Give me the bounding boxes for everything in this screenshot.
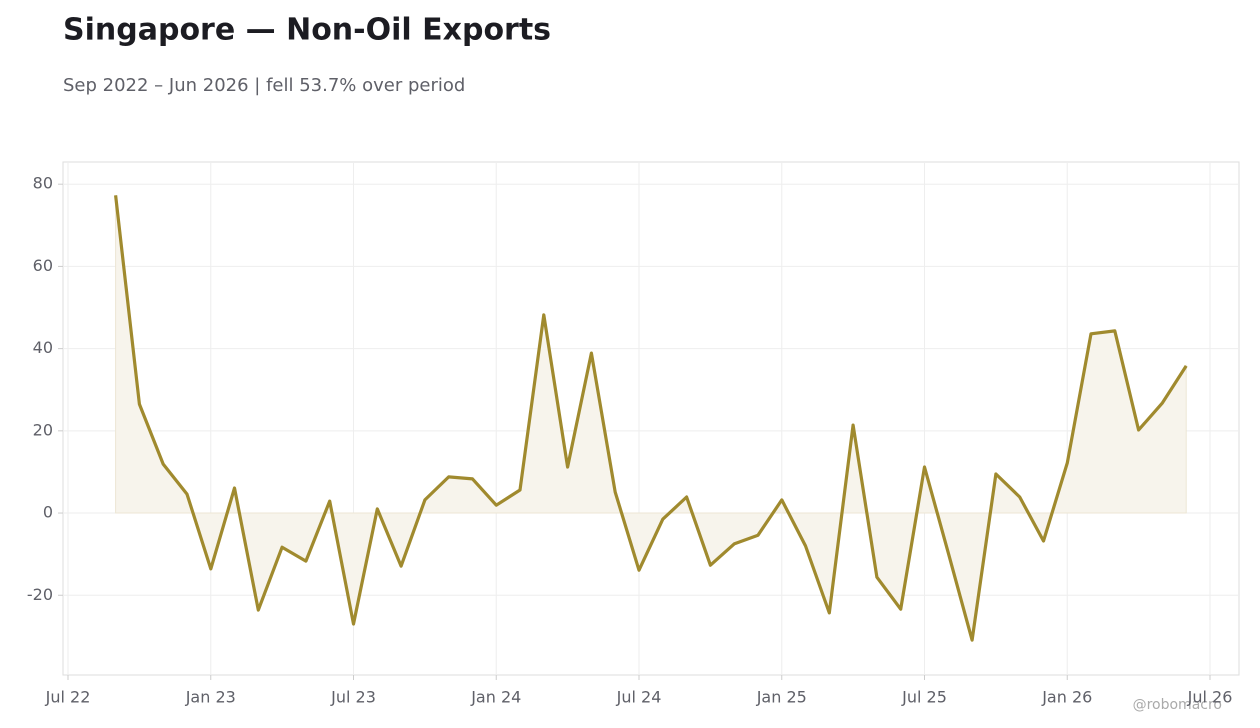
y-tick-label: 20: [33, 420, 53, 439]
y-tick-label: 0: [43, 503, 53, 522]
y-tick-label: -20: [27, 585, 53, 604]
x-tick-label: Jan 23: [185, 688, 236, 707]
y-tick-label: 80: [33, 174, 53, 193]
chart-subtitle: Sep 2022 – Jun 2026 | fell 53.7% over pe…: [63, 75, 465, 96]
y-tick-label: 60: [33, 256, 53, 275]
x-tick-label: Jul 26: [1187, 688, 1233, 707]
watermark: @robomacro: [1133, 697, 1222, 713]
x-tick-label: Jul 24: [616, 688, 662, 707]
x-tick-label: Jul 23: [330, 688, 376, 707]
x-tick-label: Jan 25: [756, 688, 807, 707]
chart-title: Singapore — Non-Oil Exports: [63, 13, 551, 48]
plot-frame: [62, 161, 1240, 676]
area-fill: [115, 195, 1187, 641]
x-tick-label: Jul 25: [901, 688, 947, 707]
line: [114, 195, 1188, 642]
y-tick-label: 40: [33, 338, 53, 357]
x-tick-label: Jan 24: [470, 688, 521, 707]
x-tick-label: Jan 26: [1041, 688, 1092, 707]
x-tick-label: Jul 22: [45, 688, 91, 707]
